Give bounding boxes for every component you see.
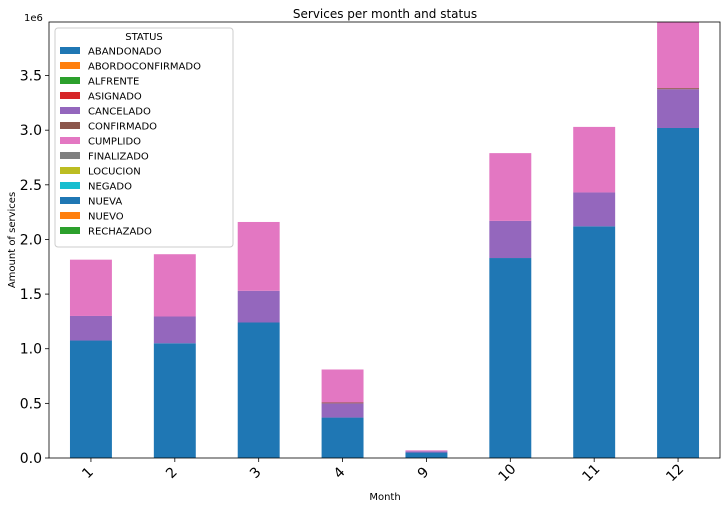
bar-segment-cancelado-month-9 bbox=[405, 451, 448, 453]
bar-segment-cumplido-month-10 bbox=[489, 153, 532, 221]
bar-segment-abandonado-month-10 bbox=[489, 258, 532, 458]
bar-segment-cancelado-month-1 bbox=[69, 315, 112, 341]
legend-swatch-abordoconfirmado bbox=[60, 62, 80, 69]
bar-segment-abandonado-month-1 bbox=[69, 340, 112, 458]
y-tick-label: 3.5 bbox=[20, 69, 42, 85]
bars-group bbox=[69, 22, 700, 459]
legend-label-nueva: NUEVA bbox=[88, 197, 122, 208]
legend-label-finalizado: FINALIZADO bbox=[88, 152, 149, 163]
legend-title: STATUS bbox=[125, 32, 163, 43]
x-axis-ticks: 1 2 3 4 9 10 11 12 bbox=[79, 458, 687, 485]
y-axis-ticks: 0.0 0.5 1.0 1.5 2.0 2.5 3.0 3.5 bbox=[20, 69, 49, 467]
x-tick-label: 12 bbox=[663, 461, 687, 485]
legend-swatch-nuevo bbox=[60, 212, 80, 219]
y-tick-label: 0.5 bbox=[20, 396, 42, 412]
bar-segment-confirmado-month-12 bbox=[657, 88, 700, 90]
legend-label-abordoconfirmado: ABORDOCONFIRMADO bbox=[88, 62, 201, 73]
x-tick-label: 9 bbox=[415, 464, 433, 482]
y-tick-label: 2.5 bbox=[20, 178, 42, 194]
bar-segment-abandonado-month-11 bbox=[573, 226, 616, 458]
bar-segment-cancelado-month-3 bbox=[237, 290, 280, 323]
y-offset-label: 1e6 bbox=[24, 13, 43, 24]
legend-label-abandonado: ABANDONADO bbox=[88, 47, 162, 58]
legend-swatch-cancelado bbox=[60, 107, 80, 114]
bar-segment-abandonado-month-4 bbox=[321, 417, 364, 458]
legend-swatch-cumplido bbox=[60, 137, 80, 144]
legend-swatch-alfrente bbox=[60, 77, 80, 84]
x-tick-label: 2 bbox=[163, 464, 181, 482]
legend-label-alfrente: ALFRENTE bbox=[88, 77, 139, 88]
bar-segment-cancelado-month-10 bbox=[489, 220, 532, 259]
x-axis-label: Month bbox=[369, 492, 400, 503]
x-tick-label: 3 bbox=[247, 464, 265, 482]
x-tick-label: 11 bbox=[579, 461, 603, 485]
legend-box bbox=[54, 27, 234, 248]
bar-segment-abandonado-month-9 bbox=[405, 452, 448, 458]
bar-segment-cancelado-month-12 bbox=[657, 89, 700, 128]
legend-label-locucion: LOCUCION bbox=[88, 167, 141, 178]
y-tick-label: 0.0 bbox=[20, 451, 42, 467]
bar-segment-cancelado-month-11 bbox=[573, 192, 616, 227]
bar-segment-cumplido-month-3 bbox=[237, 221, 280, 291]
legend: STATUS ABANDONADO ABORDOCONFIRMADO ALFRENTE… bbox=[54, 27, 234, 248]
legend-swatch-confirmado bbox=[60, 122, 80, 129]
x-tick-label: 10 bbox=[496, 461, 520, 485]
bar-segment-confirmado-month-4 bbox=[321, 402, 364, 404]
bar-segment-cancelado-month-2 bbox=[153, 316, 196, 344]
bar-segment-cancelado-month-4 bbox=[321, 403, 364, 418]
bar-segment-abandonado-month-12 bbox=[657, 127, 700, 459]
y-tick-label: 1.5 bbox=[20, 287, 42, 303]
x-tick-label: 4 bbox=[331, 464, 349, 482]
bar-segment-cumplido-month-12 bbox=[657, 22, 700, 89]
bar-segment-cumplido-month-9 bbox=[405, 450, 448, 452]
legend-swatch-abandonado bbox=[60, 47, 80, 54]
bar-segment-cumplido-month-2 bbox=[153, 254, 196, 317]
y-tick-label: 3.0 bbox=[20, 123, 42, 139]
y-tick-label: 1.0 bbox=[20, 342, 42, 358]
legend-label-cumplido: CUMPLIDO bbox=[88, 137, 141, 148]
chart-title: Services per month and status bbox=[293, 7, 477, 21]
bar-segment-cumplido-month-4 bbox=[321, 369, 364, 403]
legend-swatch-finalizado bbox=[60, 152, 80, 159]
x-tick-label: 1 bbox=[79, 464, 97, 482]
legend-label-confirmado: CONFIRMADO bbox=[88, 122, 157, 133]
bar-segment-cumplido-month-11 bbox=[573, 126, 616, 193]
bar-segment-cumplido-month-1 bbox=[69, 259, 112, 316]
legend-swatch-locucion bbox=[60, 167, 80, 174]
legend-label-nuevo: NUEVO bbox=[88, 212, 124, 223]
legend-label-asignado: ASIGNADO bbox=[88, 92, 142, 103]
legend-swatch-asignado bbox=[60, 92, 80, 99]
legend-label-rechazado: RECHAZADO bbox=[88, 227, 152, 238]
legend-swatch-rechazado bbox=[60, 227, 80, 234]
legend-swatch-negado bbox=[60, 182, 80, 189]
legend-label-negado: NEGADO bbox=[88, 182, 132, 193]
legend-swatch-nueva bbox=[60, 197, 80, 204]
plot-frame bbox=[48, 21, 721, 459]
y-tick-label: 2.0 bbox=[20, 232, 42, 248]
legend-label-cancelado: CANCELADO bbox=[88, 107, 151, 118]
bar-segment-abandonado-month-3 bbox=[237, 322, 280, 458]
bar-segment-abandonado-month-2 bbox=[153, 343, 196, 458]
y-axis-label: Amount of services bbox=[7, 192, 18, 288]
